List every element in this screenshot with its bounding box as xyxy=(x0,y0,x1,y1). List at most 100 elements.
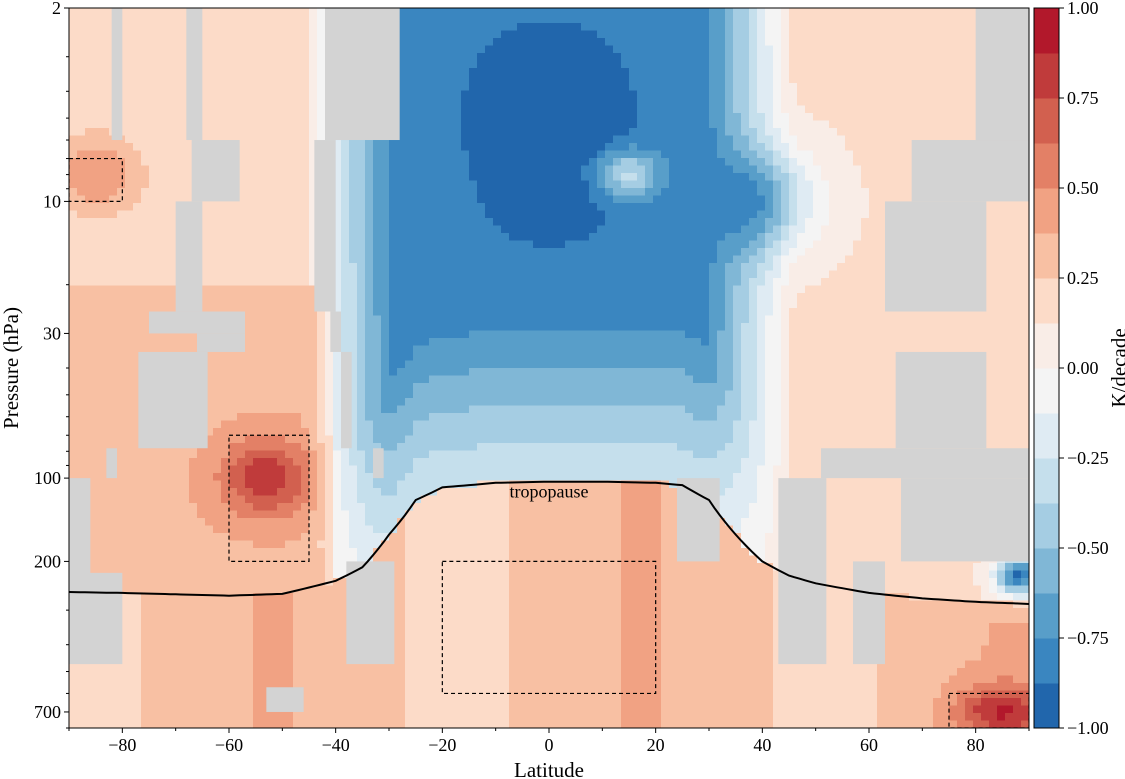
field-cell xyxy=(717,98,726,107)
field-cell xyxy=(893,15,902,24)
field-cell xyxy=(805,270,814,279)
field-cell xyxy=(85,23,94,32)
field-cell xyxy=(141,98,150,107)
field-cell xyxy=(285,210,294,219)
field-cell xyxy=(885,38,894,47)
field-cell xyxy=(1021,308,1029,317)
field-cell xyxy=(421,83,430,92)
field-cell xyxy=(157,75,166,84)
field-cell xyxy=(101,270,110,279)
field-cell xyxy=(429,203,438,212)
field-cell xyxy=(821,60,830,69)
field-cell xyxy=(77,53,86,62)
field-cell xyxy=(309,315,318,324)
field-cell xyxy=(661,173,670,182)
field-cell xyxy=(773,98,782,107)
field-cell xyxy=(317,135,326,144)
field-cell xyxy=(165,120,174,129)
field-cell xyxy=(261,158,270,167)
field-cell xyxy=(389,180,398,189)
field-cell xyxy=(373,300,382,309)
field-cell xyxy=(589,23,598,32)
field-cell xyxy=(309,60,318,69)
field-cell xyxy=(261,210,270,219)
field-cell xyxy=(861,135,870,144)
field-cell xyxy=(421,158,430,167)
field-cell xyxy=(589,128,598,137)
field-cell xyxy=(821,255,830,264)
field-cell xyxy=(837,203,846,212)
field-cell xyxy=(541,315,550,324)
field-cell xyxy=(405,75,414,84)
field-cell xyxy=(69,218,78,227)
field-cell xyxy=(237,135,246,144)
field-cell xyxy=(405,315,414,324)
field-cell xyxy=(85,38,94,47)
field-cell xyxy=(493,278,502,287)
field-cell xyxy=(581,308,590,317)
field-cell xyxy=(557,45,566,54)
field-cell xyxy=(365,210,374,219)
field-cell xyxy=(429,143,438,152)
field-cell xyxy=(837,68,846,77)
field-cell xyxy=(205,248,214,257)
field-cell xyxy=(245,203,254,212)
field-cell xyxy=(789,135,798,144)
field-cell xyxy=(149,23,158,32)
field-cell xyxy=(269,128,278,137)
field-cell xyxy=(501,150,510,159)
field-cell xyxy=(893,30,902,39)
field-cell xyxy=(565,195,574,204)
field-cell xyxy=(389,188,398,197)
field-cell xyxy=(821,83,830,92)
field-cell xyxy=(85,120,94,129)
field-cell xyxy=(261,105,270,114)
field-cell xyxy=(125,270,134,279)
field-cell xyxy=(629,83,638,92)
field-cell xyxy=(173,135,182,144)
field-cell xyxy=(221,38,230,47)
field-cell xyxy=(453,90,462,99)
field-cell xyxy=(365,188,374,197)
field-cell xyxy=(157,278,166,287)
field-cell xyxy=(893,83,902,92)
field-cell xyxy=(261,90,270,99)
field-cell xyxy=(693,45,702,54)
field-cell xyxy=(709,225,718,234)
field-cell xyxy=(437,60,446,69)
field-cell xyxy=(301,68,310,77)
field-cell xyxy=(477,195,486,204)
field-cell xyxy=(917,45,926,54)
field-cell xyxy=(445,188,454,197)
field-cell xyxy=(85,308,94,317)
field-cell xyxy=(485,218,494,227)
field-cell xyxy=(205,255,214,264)
field-cell xyxy=(301,120,310,129)
field-cell xyxy=(229,90,238,99)
field-cell xyxy=(757,113,766,122)
field-cell xyxy=(493,98,502,107)
field-cell xyxy=(253,90,262,99)
field-cell xyxy=(997,285,1006,294)
field-cell xyxy=(429,255,438,264)
field-cell xyxy=(741,233,750,242)
field-cell xyxy=(245,45,254,54)
field-cell xyxy=(77,203,86,212)
field-cell xyxy=(597,300,606,309)
field-cell xyxy=(997,225,1006,234)
field-cell xyxy=(861,188,870,197)
field-cell xyxy=(125,128,134,137)
field-cell xyxy=(517,83,526,92)
field-cell xyxy=(661,210,670,219)
field-cell xyxy=(397,173,406,182)
field-cell xyxy=(469,45,478,54)
field-cell xyxy=(941,75,950,84)
field-cell xyxy=(301,255,310,264)
field-cell xyxy=(509,300,518,309)
field-cell xyxy=(637,173,646,182)
field-cell xyxy=(853,165,862,174)
field-cell xyxy=(861,128,870,137)
field-cell xyxy=(141,188,150,197)
field-cell xyxy=(845,263,854,272)
field-cell xyxy=(77,98,86,107)
